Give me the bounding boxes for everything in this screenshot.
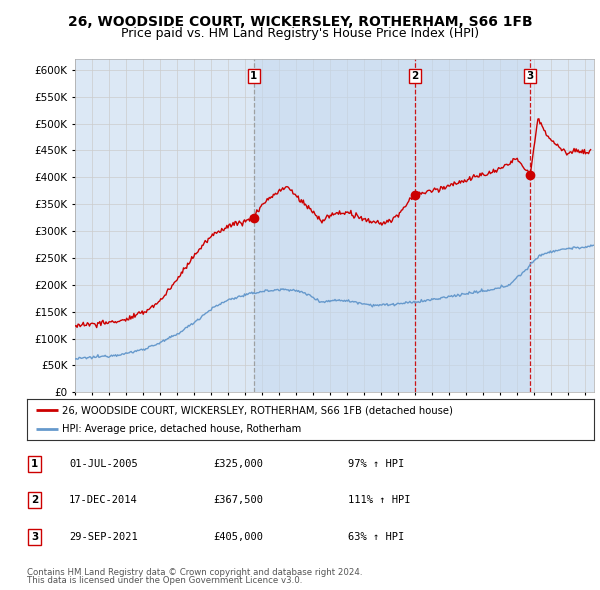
Text: This data is licensed under the Open Government Licence v3.0.: This data is licensed under the Open Gov…: [27, 576, 302, 585]
Text: 26, WOODSIDE COURT, WICKERSLEY, ROTHERHAM, S66 1FB (detached house): 26, WOODSIDE COURT, WICKERSLEY, ROTHERHA…: [62, 405, 453, 415]
Text: 2: 2: [411, 71, 418, 81]
Text: 01-JUL-2005: 01-JUL-2005: [69, 459, 138, 468]
Text: 26, WOODSIDE COURT, WICKERSLEY, ROTHERHAM, S66 1FB: 26, WOODSIDE COURT, WICKERSLEY, ROTHERHA…: [68, 15, 532, 29]
Text: 97% ↑ HPI: 97% ↑ HPI: [348, 459, 404, 468]
Text: 111% ↑ HPI: 111% ↑ HPI: [348, 496, 410, 505]
Text: 3: 3: [31, 532, 38, 542]
Text: 17-DEC-2014: 17-DEC-2014: [69, 496, 138, 505]
Text: £405,000: £405,000: [213, 532, 263, 542]
Bar: [254, 59, 530, 392]
Text: 1: 1: [31, 459, 38, 468]
Text: 29-SEP-2021: 29-SEP-2021: [69, 532, 138, 542]
Text: Contains HM Land Registry data © Crown copyright and database right 2024.: Contains HM Land Registry data © Crown c…: [27, 568, 362, 577]
Text: 2: 2: [31, 496, 38, 505]
Text: 1: 1: [250, 71, 257, 81]
Text: £325,000: £325,000: [213, 459, 263, 468]
Text: 3: 3: [527, 71, 534, 81]
Text: HPI: Average price, detached house, Rotherham: HPI: Average price, detached house, Roth…: [62, 424, 301, 434]
Text: £367,500: £367,500: [213, 496, 263, 505]
Text: Price paid vs. HM Land Registry's House Price Index (HPI): Price paid vs. HM Land Registry's House …: [121, 27, 479, 40]
Text: 63% ↑ HPI: 63% ↑ HPI: [348, 532, 404, 542]
